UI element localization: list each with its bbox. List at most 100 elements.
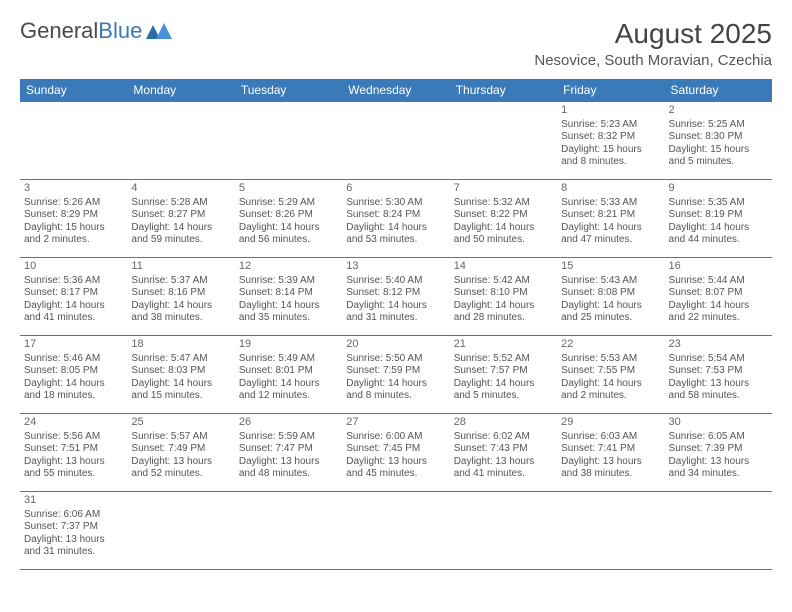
- sunrise-text: Sunrise: 5:43 AM: [561, 275, 660, 288]
- daylight-text: Daylight: 13 hours and 41 minutes.: [454, 456, 553, 481]
- logo-word-2: Blue: [98, 18, 142, 43]
- calendar-cell: 6Sunrise: 5:30 AMSunset: 8:24 PMDaylight…: [342, 180, 449, 258]
- sunrise-text: Sunrise: 5:39 AM: [239, 275, 338, 288]
- sunrise-text: Sunrise: 5:25 AM: [669, 119, 768, 132]
- daylight-text: Daylight: 14 hours and 22 minutes.: [669, 300, 768, 325]
- sunset-text: Sunset: 8:07 PM: [669, 287, 768, 300]
- sunset-text: Sunset: 8:12 PM: [346, 287, 445, 300]
- sunset-text: Sunset: 7:57 PM: [454, 365, 553, 378]
- sunrise-text: Sunrise: 6:02 AM: [454, 431, 553, 444]
- sunrise-text: Sunrise: 5:32 AM: [454, 197, 553, 210]
- weekday-header: Monday: [127, 79, 234, 102]
- calendar-cell: [665, 492, 772, 570]
- day-number: 8: [561, 182, 660, 196]
- sunset-text: Sunset: 8:10 PM: [454, 287, 553, 300]
- sunrise-text: Sunrise: 5:35 AM: [669, 197, 768, 210]
- daylight-text: Daylight: 13 hours and 34 minutes.: [669, 456, 768, 481]
- calendar-cell: 15Sunrise: 5:43 AMSunset: 8:08 PMDayligh…: [557, 258, 664, 336]
- daylight-text: Daylight: 14 hours and 18 minutes.: [24, 378, 123, 403]
- daylight-text: Daylight: 13 hours and 31 minutes.: [24, 534, 123, 559]
- sunrise-text: Sunrise: 5:33 AM: [561, 197, 660, 210]
- daylight-text: Daylight: 13 hours and 38 minutes.: [561, 456, 660, 481]
- sunset-text: Sunset: 7:51 PM: [24, 443, 123, 456]
- day-number: 12: [239, 260, 338, 274]
- daylight-text: Daylight: 14 hours and 5 minutes.: [454, 378, 553, 403]
- day-number: 3: [24, 182, 123, 196]
- calendar-cell: 24Sunrise: 5:56 AMSunset: 7:51 PMDayligh…: [20, 414, 127, 492]
- calendar-cell: [450, 102, 557, 180]
- daylight-text: Daylight: 14 hours and 38 minutes.: [131, 300, 230, 325]
- sunset-text: Sunset: 7:43 PM: [454, 443, 553, 456]
- calendar-cell: [127, 102, 234, 180]
- sunrise-text: Sunrise: 5:30 AM: [346, 197, 445, 210]
- sunset-text: Sunset: 8:19 PM: [669, 209, 768, 222]
- sunrise-text: Sunrise: 5:46 AM: [24, 353, 123, 366]
- day-number: 22: [561, 338, 660, 352]
- day-number: 25: [131, 416, 230, 430]
- sunset-text: Sunset: 7:49 PM: [131, 443, 230, 456]
- calendar-body: 1Sunrise: 5:23 AMSunset: 8:32 PMDaylight…: [20, 102, 772, 570]
- location: Nesovice, South Moravian, Czechia: [534, 52, 772, 69]
- calendar-cell: 17Sunrise: 5:46 AMSunset: 8:05 PMDayligh…: [20, 336, 127, 414]
- calendar-cell: [127, 492, 234, 570]
- flag-icon: [146, 23, 172, 39]
- sunset-text: Sunset: 8:08 PM: [561, 287, 660, 300]
- calendar-cell: 5Sunrise: 5:29 AMSunset: 8:26 PMDaylight…: [235, 180, 342, 258]
- day-number: 15: [561, 260, 660, 274]
- calendar-table: SundayMondayTuesdayWednesdayThursdayFrid…: [20, 79, 772, 570]
- calendar-cell: 20Sunrise: 5:50 AMSunset: 7:59 PMDayligh…: [342, 336, 449, 414]
- calendar-cell: [20, 102, 127, 180]
- sunset-text: Sunset: 8:26 PM: [239, 209, 338, 222]
- daylight-text: Daylight: 14 hours and 31 minutes.: [346, 300, 445, 325]
- calendar-row: 17Sunrise: 5:46 AMSunset: 8:05 PMDayligh…: [20, 336, 772, 414]
- calendar-cell: 14Sunrise: 5:42 AMSunset: 8:10 PMDayligh…: [450, 258, 557, 336]
- day-number: 28: [454, 416, 553, 430]
- sunrise-text: Sunrise: 5:53 AM: [561, 353, 660, 366]
- daylight-text: Daylight: 14 hours and 56 minutes.: [239, 222, 338, 247]
- daylight-text: Daylight: 13 hours and 52 minutes.: [131, 456, 230, 481]
- daylight-text: Daylight: 14 hours and 41 minutes.: [24, 300, 123, 325]
- sunset-text: Sunset: 8:03 PM: [131, 365, 230, 378]
- calendar-cell: 21Sunrise: 5:52 AMSunset: 7:57 PMDayligh…: [450, 336, 557, 414]
- calendar-cell: 29Sunrise: 6:03 AMSunset: 7:41 PMDayligh…: [557, 414, 664, 492]
- daylight-text: Daylight: 14 hours and 35 minutes.: [239, 300, 338, 325]
- day-number: 7: [454, 182, 553, 196]
- sunrise-text: Sunrise: 5:54 AM: [669, 353, 768, 366]
- day-number: 5: [239, 182, 338, 196]
- day-number: 29: [561, 416, 660, 430]
- sunrise-text: Sunrise: 5:42 AM: [454, 275, 553, 288]
- sunrise-text: Sunrise: 5:56 AM: [24, 431, 123, 444]
- calendar-cell: 9Sunrise: 5:35 AMSunset: 8:19 PMDaylight…: [665, 180, 772, 258]
- weekday-header: Thursday: [450, 79, 557, 102]
- sunset-text: Sunset: 7:45 PM: [346, 443, 445, 456]
- sunrise-text: Sunrise: 5:28 AM: [131, 197, 230, 210]
- calendar-cell: 27Sunrise: 6:00 AMSunset: 7:45 PMDayligh…: [342, 414, 449, 492]
- day-number: 13: [346, 260, 445, 274]
- calendar-row: 1Sunrise: 5:23 AMSunset: 8:32 PMDaylight…: [20, 102, 772, 180]
- daylight-text: Daylight: 14 hours and 59 minutes.: [131, 222, 230, 247]
- day-number: 1: [561, 104, 660, 118]
- calendar-cell: 7Sunrise: 5:32 AMSunset: 8:22 PMDaylight…: [450, 180, 557, 258]
- daylight-text: Daylight: 14 hours and 44 minutes.: [669, 222, 768, 247]
- daylight-text: Daylight: 15 hours and 2 minutes.: [24, 222, 123, 247]
- daylight-text: Daylight: 14 hours and 8 minutes.: [346, 378, 445, 403]
- calendar-cell: 2Sunrise: 5:25 AMSunset: 8:30 PMDaylight…: [665, 102, 772, 180]
- sunrise-text: Sunrise: 5:37 AM: [131, 275, 230, 288]
- calendar-cell: 13Sunrise: 5:40 AMSunset: 8:12 PMDayligh…: [342, 258, 449, 336]
- daylight-text: Daylight: 14 hours and 2 minutes.: [561, 378, 660, 403]
- sunset-text: Sunset: 7:41 PM: [561, 443, 660, 456]
- calendar-cell: 22Sunrise: 5:53 AMSunset: 7:55 PMDayligh…: [557, 336, 664, 414]
- day-number: 10: [24, 260, 123, 274]
- sunrise-text: Sunrise: 5:26 AM: [24, 197, 123, 210]
- day-number: 9: [669, 182, 768, 196]
- day-number: 20: [346, 338, 445, 352]
- logo-word-1: General: [20, 18, 98, 43]
- sunset-text: Sunset: 8:05 PM: [24, 365, 123, 378]
- calendar-cell: 3Sunrise: 5:26 AMSunset: 8:29 PMDaylight…: [20, 180, 127, 258]
- logo: GeneralBlue: [20, 18, 172, 44]
- day-number: 11: [131, 260, 230, 274]
- day-number: 18: [131, 338, 230, 352]
- calendar-row: 24Sunrise: 5:56 AMSunset: 7:51 PM Dayligh…: [20, 414, 772, 492]
- sunrise-text: Sunrise: 6:00 AM: [346, 431, 445, 444]
- day-number: 24: [24, 416, 123, 430]
